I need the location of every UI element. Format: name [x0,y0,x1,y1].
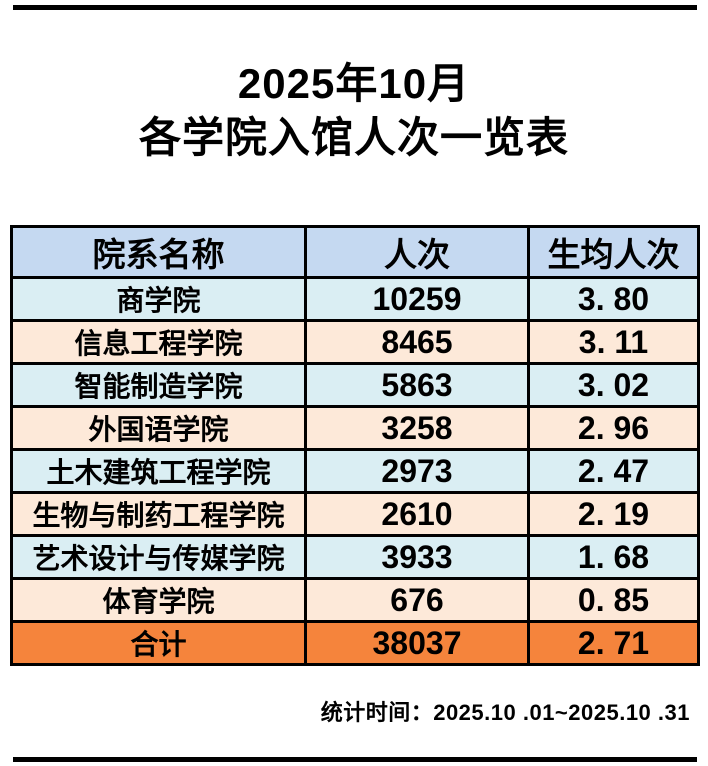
per-student-cell: 2. 96 [527,405,700,451]
bottom-divider [13,757,697,762]
table-row: 外国语学院 3258 2. 96 [10,405,700,451]
page-title: 2025年10月 各学院入馆人次一览表 [0,57,708,165]
table-row: 智能制造学院 5863 3. 02 [10,362,700,408]
table-row: 信息工程学院 8465 3. 11 [10,319,700,365]
table-row: 艺术设计与传媒学院 3933 1. 68 [10,534,700,580]
visits-cell: 8465 [304,319,530,365]
visits-cell: 3258 [304,405,530,451]
visits-cell: 2973 [304,448,530,494]
department-cell: 合计 [10,620,307,666]
col-header-department: 院系名称 [10,225,307,279]
header-row: 院系名称 人次 生均人次 [10,225,700,279]
table-row: 商学院 10259 3. 80 [10,276,700,322]
visits-cell: 38037 [304,620,530,666]
per-student-cell: 3. 80 [527,276,700,322]
col-header-per-student: 生均人次 [527,225,700,279]
per-student-cell: 0. 85 [527,577,700,623]
per-student-cell: 3. 02 [527,362,700,408]
per-student-cell: 2. 71 [527,620,700,666]
title-line-1: 2025年10月 [237,60,471,107]
department-cell: 土木建筑工程学院 [10,448,307,494]
department-cell: 商学院 [10,276,307,322]
visits-cell: 3933 [304,534,530,580]
table-row: 体育学院 676 0. 85 [10,577,700,623]
visits-cell: 676 [304,577,530,623]
per-student-cell: 2. 19 [527,491,700,537]
department-cell: 艺术设计与传媒学院 [10,534,307,580]
department-cell: 信息工程学院 [10,319,307,365]
visits-cell: 2610 [304,491,530,537]
department-cell: 外国语学院 [10,405,307,451]
per-student-cell: 2. 47 [527,448,700,494]
per-student-cell: 3. 11 [527,319,700,365]
department-cell: 生物与制药工程学院 [10,491,307,537]
per-student-cell: 1. 68 [527,534,700,580]
department-cell: 智能制造学院 [10,362,307,408]
top-divider [13,5,697,10]
table-row: 生物与制药工程学院 2610 2. 19 [10,491,700,537]
col-header-visits: 人次 [304,225,530,279]
table-row: 土木建筑工程学院 2973 2. 47 [10,448,700,494]
department-cell: 体育学院 [10,577,307,623]
stats-table: 院系名称 人次 生均人次 商学院 10259 3. 80 信息工程学院 8465 3. 1… [10,225,700,666]
total-row: 合计 38037 2. 71 [10,620,700,666]
title-line-2: 各学院入馆人次一览表 [138,114,569,161]
visits-cell: 5863 [304,362,530,408]
visits-cell: 10259 [304,276,530,322]
stats-period: 统计时间：2025.10 .01~2025.10 .31 [320,700,690,725]
